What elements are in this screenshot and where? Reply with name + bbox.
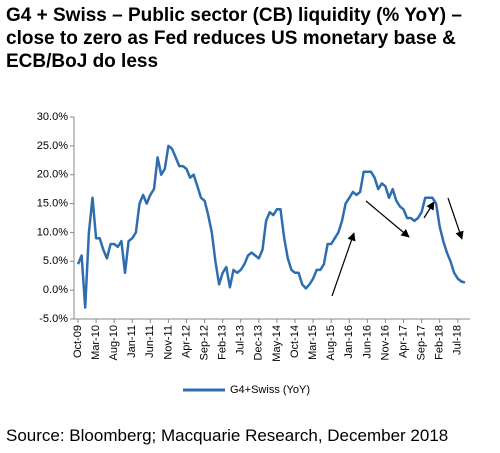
x-tick-label: Jan-11 — [126, 325, 138, 358]
chart: -5.0% 0.0% 5.0% 10.0% 15.0% 20.0% 25.0% 30.0% Oc… — [37, 111, 470, 396]
x-tick-label: Apr-12 — [180, 325, 192, 358]
y-tick-label: 20.0% — [37, 169, 68, 181]
x-tick-label: Jun-16 — [361, 325, 373, 359]
x-tick-label: Aug-10 — [108, 325, 120, 360]
x-tick-label: Nov-16 — [379, 325, 391, 360]
chart-title: G4 + Swiss – Public sector (CB) liquidit… — [6, 5, 462, 72]
x-tick-label: Aug-15 — [325, 325, 337, 360]
x-tick-label: Mar-15 — [307, 325, 319, 360]
arrow — [447, 197, 464, 240]
x-tick-label: Jul-13 — [235, 325, 247, 355]
x-tick-label: Mar-10 — [90, 325, 102, 360]
x-tick-label: Sep-17 — [416, 325, 428, 360]
legend-label: G4+Swiss (YoY) — [230, 384, 310, 396]
x-tick-label: Feb-13 — [217, 325, 229, 360]
x-tick-label: Sep-12 — [198, 325, 210, 360]
y-tick-label: 0.0% — [43, 284, 68, 296]
x-tick-label: Jan-16 — [343, 325, 355, 359]
x-tick-label: Jun-11 — [144, 325, 156, 358]
y-tick-label: 30.0% — [37, 111, 68, 123]
x-tick-label: Feb-18 — [434, 325, 446, 360]
y-tick-label: -5.0% — [39, 313, 68, 325]
x-tick-label: Nov-11 — [162, 325, 174, 360]
source: Source: Bloomberg; Macquarie Research, D… — [6, 426, 449, 445]
arrow — [423, 201, 435, 219]
x-tick-label: Oct-09 — [72, 325, 84, 358]
x-tick-label: Dec-13 — [253, 325, 265, 360]
x-tick-label: Oct-14 — [289, 325, 301, 358]
arrow — [365, 200, 410, 238]
y-tick-label: 15.0% — [37, 197, 68, 209]
y-tick-label: 25.0% — [37, 140, 68, 152]
series-line — [76, 144, 466, 309]
y-tick-label: 5.0% — [43, 255, 68, 267]
y-tick-label: 10.0% — [37, 226, 68, 238]
arrow — [331, 232, 356, 297]
x-tick-label: Apr-17 — [397, 325, 409, 358]
annotation-arrows — [331, 197, 464, 297]
x-tick-label: Jul-18 — [452, 325, 464, 355]
x-tick-label: May-14 — [271, 325, 283, 362]
